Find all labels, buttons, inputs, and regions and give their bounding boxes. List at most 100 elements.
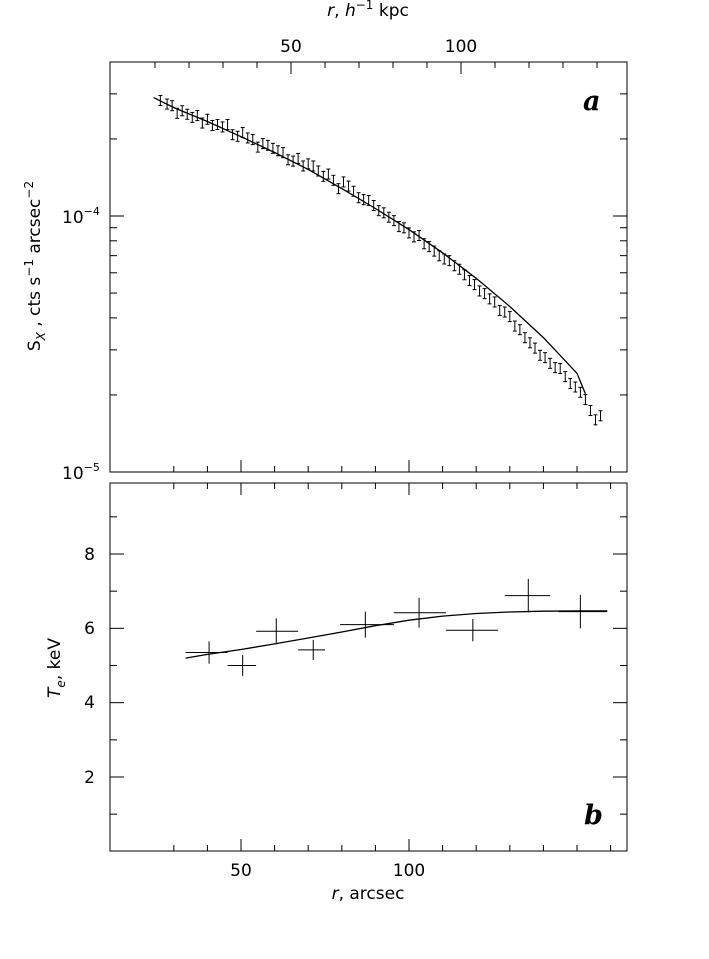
data-point (245, 132, 250, 144)
temperature-point (185, 641, 228, 664)
data-point (538, 349, 543, 361)
data-point (250, 134, 255, 146)
data-point (442, 253, 447, 265)
panel-a-model-curve (153, 97, 587, 395)
data-point (341, 176, 346, 188)
data-point (296, 152, 301, 164)
data-point (401, 222, 406, 234)
data-point (336, 183, 341, 195)
data-point (407, 227, 411, 239)
data-point (522, 332, 527, 344)
data-point (558, 362, 563, 374)
data-point (190, 111, 195, 123)
temperature-point (504, 578, 551, 613)
top-axis-label: r, h−1 kpc (327, 0, 409, 21)
data-point (311, 160, 316, 172)
top-tick-label-100: 100 (445, 37, 477, 57)
data-point (533, 342, 537, 354)
data-point (573, 381, 578, 393)
data-point (170, 100, 175, 112)
data-point (235, 130, 240, 142)
panel-a-y-axis-label: SX , cts s−1 arcsec−2 (22, 181, 48, 351)
panel-b-data-points (185, 578, 608, 676)
panel-a-model-line (153, 97, 587, 395)
data-point (462, 269, 467, 281)
top-tick-label-50: 50 (280, 37, 302, 57)
data-point (175, 107, 180, 119)
panel-b-frame (109, 482, 628, 852)
data-point (482, 288, 487, 300)
panel-b-model-curve (185, 610, 608, 659)
data-point (578, 386, 583, 398)
data-point (281, 147, 285, 159)
data-point (381, 207, 386, 219)
data-point (568, 377, 573, 389)
panel-label-b: b (584, 800, 603, 831)
data-point (432, 245, 437, 257)
data-point (275, 145, 280, 157)
data-point (593, 414, 598, 426)
data-point (452, 260, 457, 272)
temperature-point (445, 619, 499, 642)
data-point (220, 121, 225, 133)
data-point (417, 229, 422, 242)
data-point (286, 154, 291, 166)
data-point (205, 113, 210, 125)
temperature-point (558, 594, 608, 629)
data-point (477, 285, 482, 297)
data-point (255, 141, 260, 153)
data-point (487, 293, 492, 305)
data-point (215, 118, 220, 130)
x-tick-label-100: 100 (393, 861, 425, 881)
data-point (361, 194, 366, 206)
data-point (492, 296, 497, 308)
data-point (230, 129, 235, 141)
panel-label-a: a (583, 86, 601, 117)
data-point (512, 320, 517, 332)
data-point (447, 255, 452, 267)
data-point (412, 231, 417, 243)
y-tick-label-4: 4 (84, 693, 95, 713)
data-point (472, 279, 477, 291)
data-point (396, 221, 401, 233)
data-point (180, 105, 185, 117)
panel-b-ticks (110, 483, 627, 851)
data-point (497, 304, 502, 316)
data-point (321, 170, 326, 182)
data-point (437, 250, 442, 262)
data-point (291, 155, 296, 167)
panel-b-y-axis-label: Te, keV (45, 638, 68, 698)
y-tick-label-8: 8 (84, 545, 95, 565)
x-axis-label: r, arcsec (332, 884, 405, 904)
data-point (371, 200, 376, 212)
data-point (502, 306, 507, 318)
data-point (517, 324, 522, 336)
x-tick-label-50: 50 (230, 861, 252, 881)
data-point (507, 311, 512, 323)
data-point (588, 405, 593, 417)
data-point (260, 138, 265, 150)
panel-a-data-points (158, 94, 603, 426)
y-tick-label-1e-4: 10−4 (62, 205, 100, 228)
data-point (467, 275, 472, 287)
data-point (165, 98, 170, 110)
data-point (346, 180, 351, 192)
temperature-point (393, 597, 446, 628)
data-point (301, 160, 306, 172)
temperature-point (298, 639, 325, 660)
data-point (351, 185, 356, 197)
data-point (543, 352, 548, 364)
y-tick-label-1e-5: 10−5 (62, 461, 100, 484)
data-point (598, 410, 603, 422)
data-point (240, 127, 245, 139)
data-point (527, 337, 532, 349)
data-point (356, 192, 361, 204)
temperature-point (256, 618, 299, 645)
panel-b: 2 4 6 8 Te, keV 50 100 r, arcsec b (45, 482, 628, 904)
data-point (563, 371, 568, 383)
data-point (185, 108, 190, 120)
data-point (422, 238, 427, 250)
data-point (326, 168, 331, 180)
data-point (158, 94, 163, 106)
